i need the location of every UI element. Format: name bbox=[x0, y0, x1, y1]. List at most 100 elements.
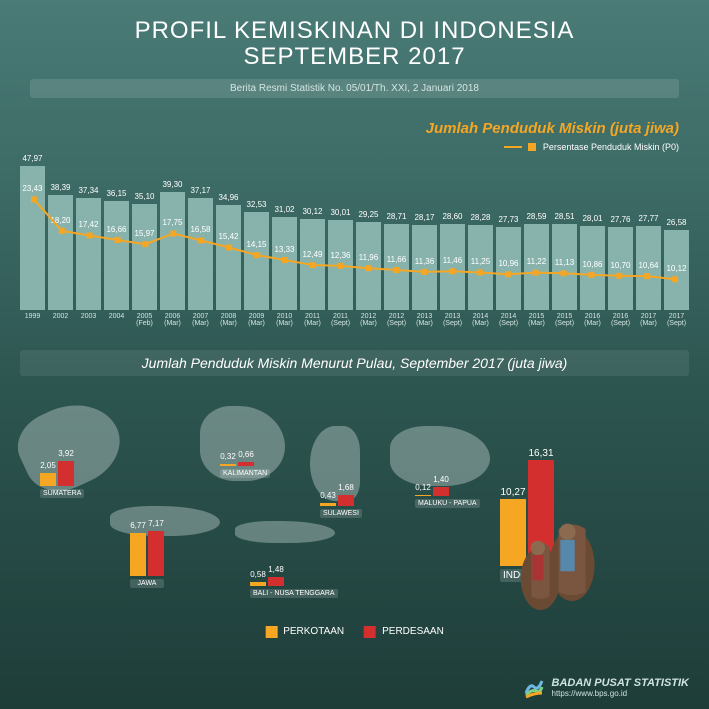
mini-bars: 0,581,48 bbox=[250, 536, 338, 586]
region-name: BALI - NUSA TENGGARA bbox=[250, 589, 338, 598]
pct-value: 23,43 bbox=[20, 184, 45, 193]
x-label: 2008(Mar) bbox=[216, 313, 241, 328]
region-jawa: 6,777,17 JAWA bbox=[130, 526, 164, 588]
pct-value: 10,96 bbox=[496, 259, 521, 268]
bar: 38,3918,20 bbox=[48, 195, 73, 310]
bar: 27,7610,70 bbox=[608, 227, 633, 310]
mini-bars: 6,777,17 bbox=[130, 526, 164, 576]
mini-bar-value: 7,17 bbox=[148, 519, 164, 528]
x-label: 2002 bbox=[48, 313, 73, 321]
main-title: PROFIL KEMISKINAN DI INDONESIA SEPTEMBER… bbox=[0, 18, 709, 71]
bar: 32,5314,15 bbox=[244, 212, 269, 310]
bar-group: 36,1516,662004 bbox=[104, 201, 129, 309]
bar: 37,1716,58 bbox=[188, 198, 213, 310]
pct-value: 17,75 bbox=[160, 218, 185, 227]
bar-group: 35,1015,972005(Feb) bbox=[132, 204, 157, 309]
bar: 28,5911,22 bbox=[524, 224, 549, 310]
x-label: 2010(Mar) bbox=[272, 313, 297, 328]
bar-value: 36,15 bbox=[104, 189, 129, 198]
bar: 34,9615,42 bbox=[216, 205, 241, 310]
chart2-title: Jumlah Penduduk Miskin Menurut Pulau, Se… bbox=[20, 350, 689, 376]
org-name: BADAN PUSAT STATISTIK bbox=[552, 677, 690, 689]
bar-value: 28,01 bbox=[580, 214, 605, 223]
bar-group: 30,0112,362011(Sept) bbox=[328, 220, 353, 310]
chart1-legend: Persentase Penduduk Miskin (P0) bbox=[504, 142, 679, 152]
bar-value: 30,01 bbox=[328, 208, 353, 217]
mini-bar-rural: 0,66 bbox=[238, 462, 254, 466]
mini-bar-rural: 7,17 bbox=[148, 531, 164, 576]
bar-group: 30,1212,492011(Mar) bbox=[300, 219, 325, 309]
mini-bar-value: 1,48 bbox=[268, 565, 284, 574]
x-label: 1999 bbox=[20, 313, 45, 321]
bar: 28,7111,66 bbox=[384, 224, 409, 310]
mini-bar-urban: 0,12 bbox=[415, 495, 431, 496]
pct-value: 11,25 bbox=[468, 257, 493, 266]
pct-value: 11,22 bbox=[524, 257, 549, 266]
bar-value: 29,25 bbox=[356, 210, 381, 219]
bar-group: 34,9615,422008(Mar) bbox=[216, 205, 241, 310]
legend-line-label: Persentase Penduduk Miskin (P0) bbox=[543, 142, 679, 152]
bar: 47,9723,43 bbox=[20, 166, 45, 310]
pct-value: 11,46 bbox=[440, 256, 465, 265]
x-label: 2004 bbox=[104, 313, 129, 321]
mini-bar-urban: 0,43 bbox=[320, 503, 336, 506]
mini-bars: 0,431,68 bbox=[320, 456, 362, 506]
bps-logo-icon bbox=[522, 675, 546, 699]
mini-bar-urban: 6,77 bbox=[130, 533, 146, 575]
infographic-page: PROFIL KEMISKINAN DI INDONESIA SEPTEMBER… bbox=[0, 0, 709, 709]
mini-bar-value: 0,66 bbox=[238, 450, 254, 459]
mini-bars: 2,053,92 bbox=[40, 436, 84, 486]
rural-label: PERDESAAN bbox=[382, 626, 444, 637]
line-swatch bbox=[504, 146, 522, 148]
map-area: 2,053,92SUMATERA6,777,17JAWA0,320,66KALI… bbox=[20, 386, 689, 646]
x-label: 2012(Sept) bbox=[384, 313, 409, 328]
bar: 28,0110,86 bbox=[580, 226, 605, 310]
bar-container: 47,9723,43199938,3918,20200237,3417,4220… bbox=[20, 160, 689, 310]
bar: 35,1015,97 bbox=[132, 204, 157, 309]
bar-value: 27,76 bbox=[608, 215, 633, 224]
mini-bar-value: 0,12 bbox=[415, 483, 431, 492]
region-bali-nusa-tenggara: 0,581,48BALI - NUSA TENGGARA bbox=[250, 536, 338, 598]
pct-value: 17,42 bbox=[76, 220, 101, 229]
map-legend: PERKOTAAN PERDESAAN bbox=[265, 626, 444, 638]
x-label: 2013(Mar) bbox=[412, 313, 437, 328]
region-name: KALIMANTAN bbox=[220, 469, 270, 478]
bar-value: 28,59 bbox=[524, 212, 549, 221]
mini-bars: 0,121,40 bbox=[415, 446, 480, 496]
mini-bar-urban: 2,05 bbox=[40, 473, 56, 486]
x-label: 2003 bbox=[76, 313, 101, 321]
region-name: JAWA bbox=[130, 579, 164, 588]
urban-legend: PERKOTAAN bbox=[265, 626, 344, 638]
x-label: 2012(Mar) bbox=[356, 313, 381, 328]
region-maluku-papua: 0,121,40MALUKU - PAPUA bbox=[415, 446, 480, 508]
mini-bar-urban: 0,58 bbox=[250, 582, 266, 586]
mini-bar-urban: 0,32 bbox=[220, 464, 236, 466]
bar: 37,3417,42 bbox=[76, 198, 101, 310]
bar-value: 47,97 bbox=[20, 154, 45, 163]
urban-swatch bbox=[265, 626, 277, 638]
bar-group: 28,2811,252014(Mar) bbox=[468, 225, 493, 310]
mini-bar-value: 16,31 bbox=[528, 448, 554, 459]
x-label: 2014(Sept) bbox=[496, 313, 521, 328]
title-line-1: PROFIL KEMISKINAN DI INDONESIA bbox=[135, 17, 575, 44]
pct-value: 11,96 bbox=[356, 253, 381, 262]
bar-value: 26,58 bbox=[664, 218, 689, 227]
bar-value: 32,53 bbox=[244, 200, 269, 209]
mini-bar-value: 0,58 bbox=[250, 570, 266, 579]
bar-group: 28,5911,222015(Mar) bbox=[524, 224, 549, 310]
x-label: 2015(Mar) bbox=[524, 313, 549, 328]
bar-group: 28,0110,862016(Mar) bbox=[580, 226, 605, 310]
bar: 28,2811,25 bbox=[468, 225, 493, 310]
bar-group: 28,7111,662012(Sept) bbox=[384, 224, 409, 310]
x-label: 2016(Sept) bbox=[608, 313, 633, 328]
mini-bar-value: 0,32 bbox=[220, 452, 236, 461]
x-label: 2013(Sept) bbox=[440, 313, 465, 328]
bar-value: 34,96 bbox=[216, 193, 241, 202]
pct-value: 10,64 bbox=[636, 261, 661, 270]
bar-value: 28,71 bbox=[384, 212, 409, 221]
x-label: 2009(Mar) bbox=[244, 313, 269, 328]
region-name: SUMATERA bbox=[40, 489, 84, 498]
urban-label: PERKOTAAN bbox=[283, 626, 344, 637]
bar-value: 28,17 bbox=[412, 213, 437, 222]
bar-group: 37,3417,422003 bbox=[76, 198, 101, 310]
